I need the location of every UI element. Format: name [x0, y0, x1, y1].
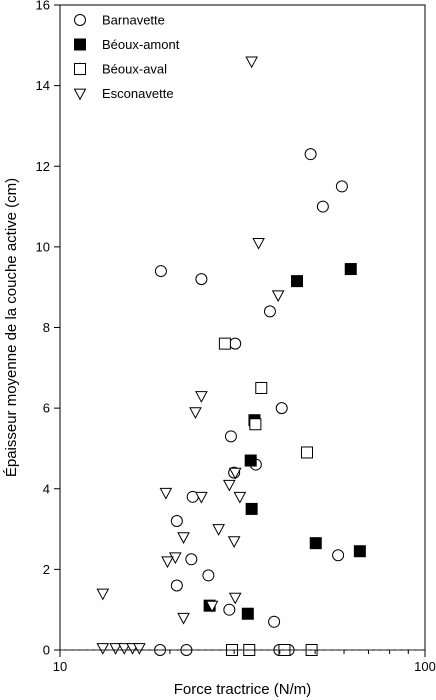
x-axis-title: Force tractrice (N/m): [174, 681, 312, 698]
y-tick-label: 6: [43, 401, 50, 416]
legend-label: Béoux-amont: [102, 37, 180, 52]
data-point: [229, 337, 242, 350]
data-point: [109, 643, 122, 655]
data-point: [228, 467, 242, 480]
data-point: [195, 391, 208, 403]
data-point: [245, 56, 258, 69]
y-tick-label: 4: [43, 481, 50, 496]
data-point: [353, 545, 366, 558]
data-point: [205, 600, 219, 613]
data-point: [268, 615, 281, 628]
legend-marker: [74, 63, 86, 75]
data-point: [161, 556, 174, 569]
data-point: [228, 592, 242, 605]
data-point: [309, 537, 322, 550]
plot-frame: [59, 4, 426, 651]
data-point: [195, 491, 208, 504]
data-point: [249, 418, 262, 431]
data-point: [202, 569, 215, 582]
legend-label: Barnavette: [102, 13, 165, 28]
data-point: [133, 643, 146, 655]
data-point: [96, 643, 110, 655]
data-point: [224, 430, 237, 443]
data-point: [170, 579, 183, 592]
y-tick-label: 10: [36, 239, 50, 254]
data-point: [245, 502, 258, 515]
data-point: [291, 275, 304, 288]
data-point: [222, 479, 236, 492]
plot-area: [96, 56, 366, 656]
legend-label: Esconavette: [102, 86, 174, 101]
data-point: [344, 263, 357, 276]
data-point: [189, 407, 202, 419]
data-point: [275, 402, 288, 415]
data-point: [255, 381, 268, 394]
data-point: [332, 549, 345, 562]
series-barnavette: [154, 148, 348, 656]
data-point: [244, 454, 257, 467]
y-tick-label: 0: [43, 643, 50, 658]
data-point: [304, 148, 317, 161]
y-tick-label: 8: [43, 320, 50, 335]
y-tick-label: 16: [36, 0, 50, 13]
x-tick-label: 10: [53, 659, 67, 674]
data-point: [316, 200, 329, 213]
data-point: [170, 515, 183, 527]
data-point: [252, 237, 265, 250]
data-point: [223, 603, 236, 616]
legend-marker: [74, 38, 86, 51]
data-point: [335, 180, 348, 193]
y-tick-label: 14: [36, 78, 50, 93]
legend: Barnavette Béoux-amont Béoux-aval Esconavet…: [73, 13, 180, 101]
data-point: [177, 532, 190, 544]
y-axis-title: Épaisseur moyenne de la couche active (c…: [3, 178, 20, 477]
data-point: [185, 553, 198, 566]
data-point: [263, 305, 276, 318]
y-tick-label: 2: [43, 562, 50, 577]
data-point: [96, 588, 110, 601]
legend-marker: [73, 88, 87, 101]
series-esconavette: [96, 56, 285, 655]
data-point: [233, 491, 247, 504]
data-point: [159, 487, 173, 500]
data-point: [300, 446, 313, 459]
axes: 0 2 4 6 8 10 12 14 16 10 100: [36, 0, 436, 674]
data-point: [271, 290, 285, 303]
y-tick-label: 12: [36, 159, 50, 174]
data-point: [154, 265, 167, 278]
data-point: [212, 524, 225, 536]
legend-label: Béoux-aval: [102, 62, 167, 77]
x-tick-label: 100: [414, 659, 436, 674]
data-point: [241, 607, 254, 620]
data-point: [177, 612, 190, 625]
legend-marker: [74, 14, 86, 26]
data-point: [195, 273, 208, 286]
data-point: [227, 536, 241, 548]
data-point: [117, 643, 131, 655]
data-point: [218, 337, 231, 350]
